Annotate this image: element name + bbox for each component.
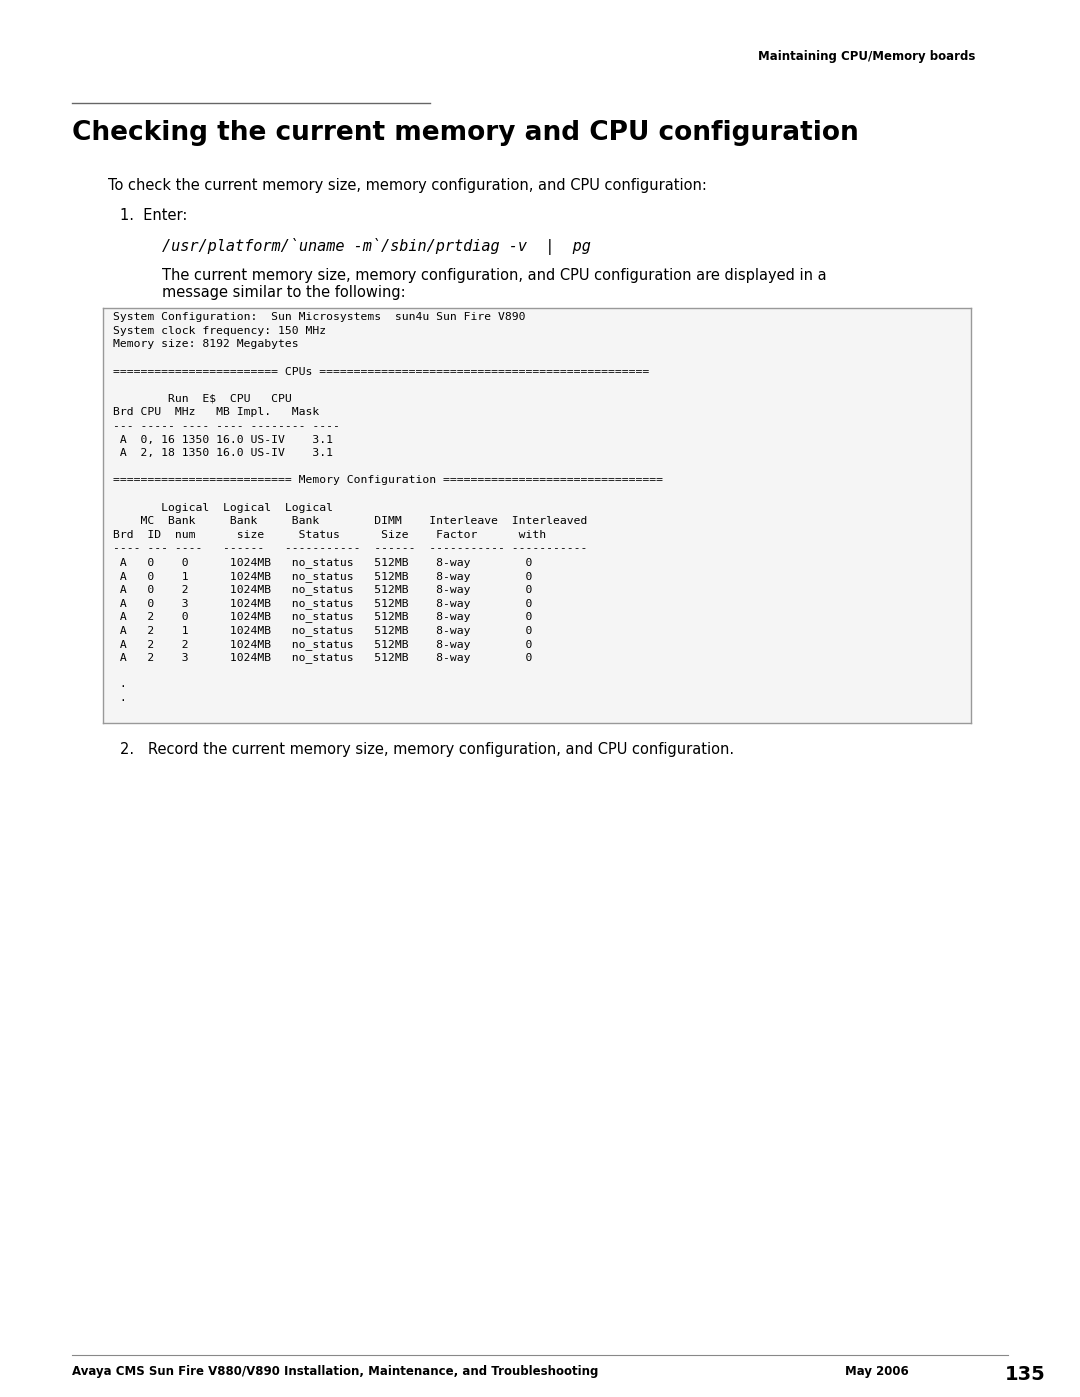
Text: --- ----- ---- ---- -------- ----: --- ----- ---- ---- -------- ---- <box>113 420 340 430</box>
Text: .: . <box>113 693 127 703</box>
Text: Brd CPU  MHz   MB Impl.   Mask: Brd CPU MHz MB Impl. Mask <box>113 408 320 418</box>
Text: Run  E$  CPU   CPU: Run E$ CPU CPU <box>113 394 293 404</box>
Text: 1.  Enter:: 1. Enter: <box>120 208 187 224</box>
Text: May 2006: May 2006 <box>845 1365 908 1377</box>
Text: The current memory size, memory configuration, and CPU configuration are display: The current memory size, memory configur… <box>162 268 826 284</box>
Text: System Configuration:  Sun Microsystems  sun4u Sun Fire V890: System Configuration: Sun Microsystems s… <box>113 312 526 323</box>
Text: Logical  Logical  Logical: Logical Logical Logical <box>113 503 334 513</box>
Text: A   2    1      1024MB   no_status   512MB    8-way        0: A 2 1 1024MB no_status 512MB 8-way 0 <box>113 624 532 636</box>
Text: ======================== CPUs ================================================: ======================== CPUs ==========… <box>113 366 650 377</box>
Text: 2.   Record the current memory size, memory configuration, and CPU configuration: 2. Record the current memory size, memor… <box>120 742 734 757</box>
Text: MC  Bank     Bank     Bank        DIMM    Interleave  Interleaved: MC Bank Bank Bank DIMM Interleave Interl… <box>113 515 588 527</box>
Text: Memory size: 8192 Megabytes: Memory size: 8192 Megabytes <box>113 339 299 349</box>
Text: ========================== Memory Configuration ================================: ========================== Memory Config… <box>113 475 663 485</box>
Text: A  2, 18 1350 16.0 US-IV    3.1: A 2, 18 1350 16.0 US-IV 3.1 <box>113 448 334 458</box>
Text: Brd  ID  num      size     Status      Size    Factor      with: Brd ID num size Status Size Factor with <box>113 529 546 539</box>
Text: message similar to the following:: message similar to the following: <box>162 285 406 300</box>
Text: A   2    0      1024MB   no_status   512MB    8-way        0: A 2 0 1024MB no_status 512MB 8-way 0 <box>113 612 532 622</box>
Text: 135: 135 <box>1005 1365 1045 1384</box>
Text: Checking the current memory and CPU configuration: Checking the current memory and CPU conf… <box>72 120 859 147</box>
Text: A  0, 16 1350 16.0 US-IV    3.1: A 0, 16 1350 16.0 US-IV 3.1 <box>113 434 334 444</box>
Text: To check the current memory size, memory configuration, and CPU configuration:: To check the current memory size, memory… <box>108 177 707 193</box>
Text: System clock frequency: 150 MHz: System clock frequency: 150 MHz <box>113 326 326 335</box>
Text: A   0    1      1024MB   no_status   512MB    8-way        0: A 0 1 1024MB no_status 512MB 8-way 0 <box>113 570 532 581</box>
Text: ---- --- ----   ------   -----------  ------  ----------- -----------: ---- --- ---- ------ ----------- ------ … <box>113 543 588 553</box>
Text: A   0    2      1024MB   no_status   512MB    8-way        0: A 0 2 1024MB no_status 512MB 8-way 0 <box>113 584 532 595</box>
Text: A   2    3      1024MB   no_status   512MB    8-way        0: A 2 3 1024MB no_status 512MB 8-way 0 <box>113 652 532 664</box>
Text: Maintaining CPU/Memory boards: Maintaining CPU/Memory boards <box>758 50 975 63</box>
Text: Avaya CMS Sun Fire V880/V890 Installation, Maintenance, and Troubleshooting: Avaya CMS Sun Fire V880/V890 Installatio… <box>72 1365 598 1377</box>
Text: /usr/platform/`uname -m`/sbin/prtdiag -v  |  pg: /usr/platform/`uname -m`/sbin/prtdiag -v… <box>162 237 591 256</box>
Text: A   2    2      1024MB   no_status   512MB    8-way        0: A 2 2 1024MB no_status 512MB 8-way 0 <box>113 638 532 650</box>
Text: A   0    0      1024MB   no_status   512MB    8-way        0: A 0 0 1024MB no_status 512MB 8-way 0 <box>113 557 532 569</box>
Text: A   0    3      1024MB   no_status   512MB    8-way        0: A 0 3 1024MB no_status 512MB 8-way 0 <box>113 598 532 609</box>
Text: .: . <box>113 679 127 690</box>
